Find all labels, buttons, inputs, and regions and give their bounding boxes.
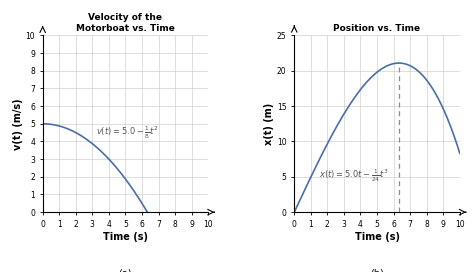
Title: Velocity of the
Motorboat vs. Time: Velocity of the Motorboat vs. Time [76,13,175,33]
Text: (b): (b) [370,269,384,272]
X-axis label: Time (s): Time (s) [355,231,400,242]
Y-axis label: x(t) (m): x(t) (m) [264,103,274,145]
X-axis label: Time (s): Time (s) [103,231,148,242]
Text: (a): (a) [118,269,132,272]
Text: $v(t) = 5.0 - \frac{1}{8}t^2$: $v(t) = 5.0 - \frac{1}{8}t^2$ [96,125,158,141]
Title: Position vs. Time: Position vs. Time [333,24,420,33]
Y-axis label: v(t) (m/s): v(t) (m/s) [13,98,23,150]
Text: $x(t) = 5.0t - \frac{1}{24}t^3$: $x(t) = 5.0t - \frac{1}{24}t^3$ [319,168,389,184]
